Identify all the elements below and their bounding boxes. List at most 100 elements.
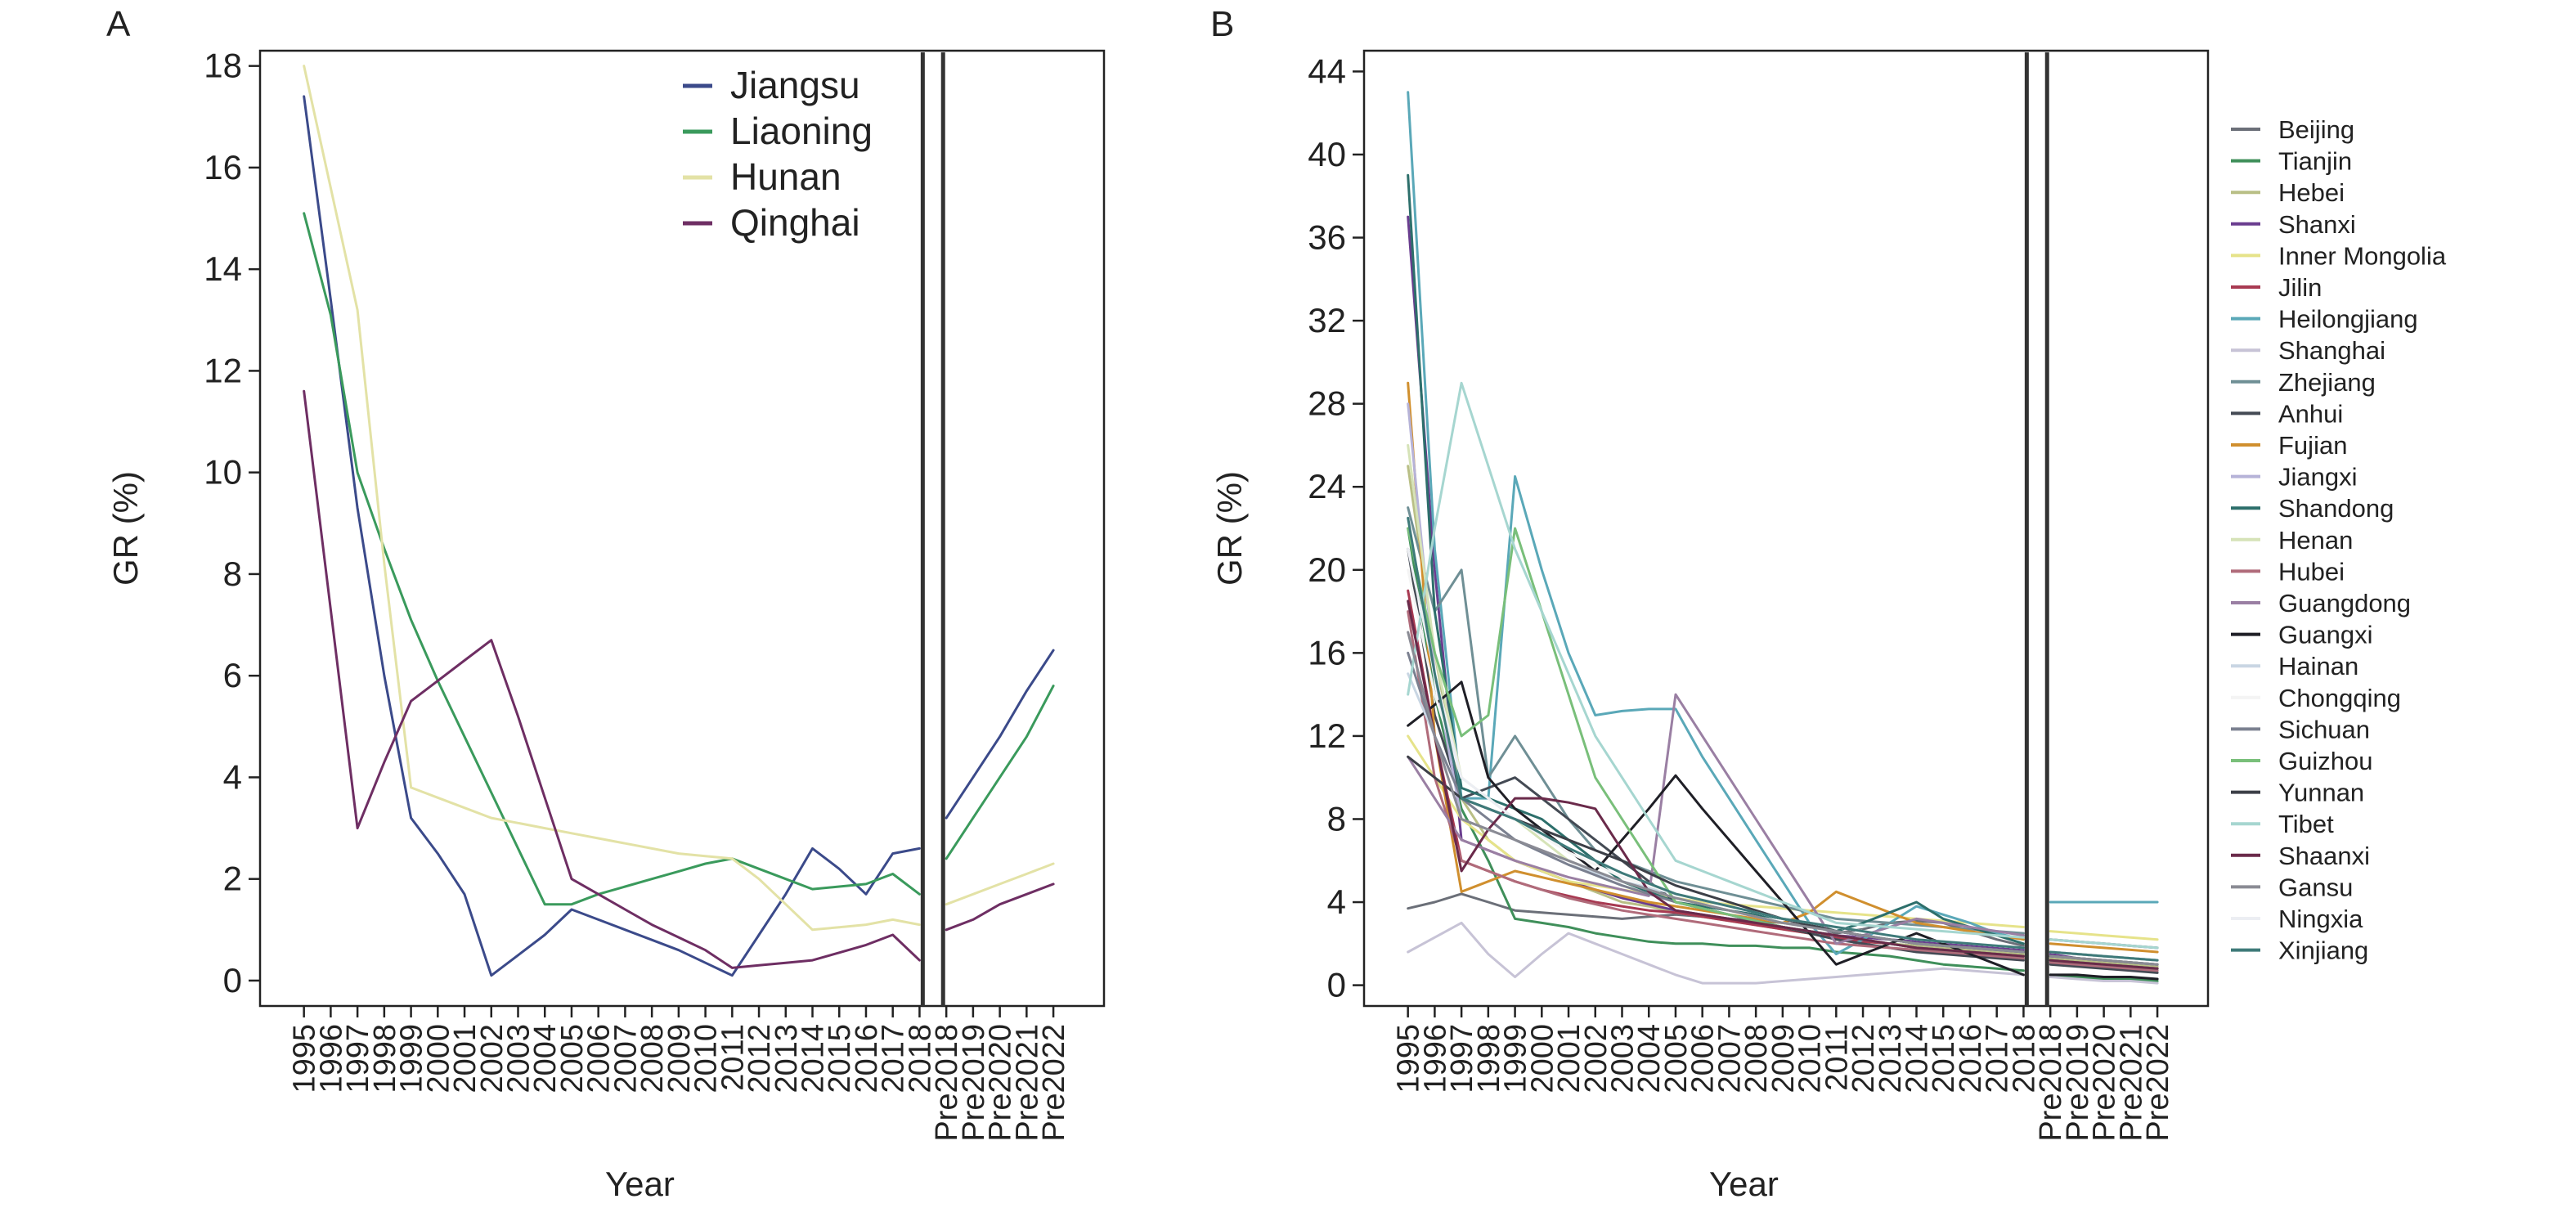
panel-a-series-jiangsu-prediction-line	[945, 649, 1055, 820]
panel-a-x-tick-label: 2017	[877, 1024, 911, 1093]
panel-b-x-tick-label: 2001	[1552, 1024, 1586, 1093]
panel-a-series-hunan-prediction-line	[945, 862, 1055, 906]
panel-b-series-hubei-line	[1407, 610, 2025, 960]
panel-a-x-tick-label: 2001	[448, 1024, 482, 1093]
panel-b-x-tick-label: 2003	[1605, 1024, 1640, 1093]
panel-b-legend-label: Hainan	[2278, 652, 2358, 680]
panel-b-plot-frame	[1362, 49, 2210, 1008]
panel-b-x-tick-label: 2010	[1793, 1024, 1828, 1093]
panel-a-y-tick-label: 18	[204, 47, 242, 85]
panel-b-x-tick-label: 1998	[1472, 1024, 1506, 1093]
panel-a-label: A	[106, 4, 131, 44]
panel-b-legend-label: Shandong	[2278, 494, 2394, 523]
panel-b-series-tianjin-line	[1407, 527, 2025, 972]
panel-a-y-tick-label: 6	[223, 656, 242, 694]
panel-b-y-tick-label: 44	[1308, 52, 1346, 90]
panel-b-series-zhejiang-line	[1407, 506, 2025, 935]
panel-b-legend-label: Shaanxi	[2278, 842, 2370, 870]
panel-b-x-tick-label: 2008	[1739, 1024, 1774, 1093]
panel-b-x-tick-label: 2015	[1927, 1024, 1961, 1093]
panel-a-x-tick-label: 2014	[797, 1024, 831, 1093]
panel-a-x-tick-label: 2007	[608, 1024, 643, 1093]
panel-b-legend-label: Ningxia	[2278, 905, 2363, 933]
panel-a-x-tick-label: Pre2018	[930, 1024, 964, 1142]
panel-b-y-tick-label: 24	[1308, 467, 1346, 505]
panel-b-y-tick-label: 32	[1308, 301, 1346, 339]
panel-b-x-tick-label: 2009	[1766, 1024, 1801, 1093]
panel-b-series-hebei-line	[1407, 465, 2025, 955]
panel-b-legend-label: Anhui	[2278, 399, 2343, 428]
panel-b-legend-label: Zhejiang	[2278, 368, 2376, 397]
panel-a-x-tick-label: Pre2021	[1010, 1024, 1044, 1142]
panel-a-y-tick-label: 12	[204, 351, 242, 389]
panel-b-x-tick-label: 2012	[1847, 1024, 1881, 1093]
panel-b-y-tick-label: 40	[1308, 135, 1346, 173]
panel-b-legend-label: Xinjiang	[2278, 936, 2368, 965]
panel-b-legend-label: Guangdong	[2278, 589, 2411, 617]
panel-b-series-tibet-prediction-line	[2049, 938, 2159, 950]
panel-b-x-tick-label: 2006	[1686, 1024, 1721, 1093]
panel-b-x-tick-label: 2000	[1525, 1024, 1560, 1093]
panel-a-x-tick-label: 2011	[716, 1024, 750, 1091]
panel-b-x-tick-label: 1996	[1418, 1024, 1452, 1093]
panel-a-series-qinghai-prediction-line	[945, 882, 1055, 932]
panel-a-legend-label: Qinghai	[730, 201, 860, 244]
panel-b-series-tianjin-prediction-line	[2049, 973, 2159, 982]
panel-a-y-tick-label: 4	[223, 757, 242, 796]
panel-b-legend-label: Heilongjiang	[2278, 305, 2418, 334]
panel-b-series-hubei-prediction-line	[2049, 961, 2159, 972]
panel-b-series-shaanxi-prediction-line	[2049, 959, 2159, 970]
panel-a-legend-label: Liaoning	[730, 110, 873, 152]
panel-b-series-shaanxi-line	[1407, 600, 2025, 958]
panel-a-y-tick-label: 16	[204, 148, 242, 186]
panel-a-x-tick-label: 1999	[395, 1024, 429, 1093]
panel-b-legend-label: Inner Mongolia	[2278, 241, 2447, 270]
panel-b-x-tick-label: 2016	[1954, 1024, 1988, 1093]
panel-b-series-fujian-prediction-line	[2049, 942, 2159, 954]
panel-b-legend-label: Sichuan	[2278, 715, 2370, 743]
panel-a-x-tick-label: 2016	[850, 1024, 884, 1093]
panel-a-legend-label: Hunan	[730, 155, 841, 198]
panel-b-y-tick-label: 0	[1327, 966, 1346, 1004]
panel-b-x-tick-label: 1999	[1499, 1024, 1533, 1093]
panel-b-x-tick-label: 2007	[1712, 1024, 1747, 1093]
panel-b-legend-label: Hubei	[2278, 557, 2345, 586]
panel-b-x-tick-label: 1995	[1392, 1024, 1426, 1093]
panel-b-x-tick-label: 2011	[1820, 1024, 1854, 1091]
panel-a-x-tick-label: 2003	[501, 1024, 536, 1093]
panel-a-x-tick-label: 2004	[528, 1024, 563, 1093]
panel-a-series-liaoning-line	[303, 212, 921, 906]
panel-a-x-tick-label: 2008	[635, 1024, 670, 1093]
panel-b-series-gansu-prediction-line	[2049, 954, 2159, 966]
panel-a-x-tick-label: 1998	[368, 1024, 402, 1093]
panel-b-legend-label: Henan	[2278, 526, 2353, 555]
panel-b-legend-label: Jilin	[2278, 273, 2322, 302]
panel-b-series-tibet-line	[1407, 381, 2025, 939]
panel-b-x-axis-title: Year	[1709, 1165, 1779, 1203]
panel-b-series-anhui-prediction-line	[2049, 963, 2159, 974]
panel-a-x-tick-label: 1997	[341, 1024, 375, 1093]
panel-a-series-hunan-line	[303, 65, 921, 932]
panel-a-series-jiangsu-line	[303, 95, 921, 977]
panel-a-y-tick-label: 10	[204, 453, 242, 492]
panel-b-series-xinjiang-prediction-line	[2049, 950, 2159, 962]
panel-b-series-jiangxi-line	[1407, 402, 2025, 954]
panel-a-x-tick-label: 1995	[288, 1024, 322, 1093]
panel-b-x-tick-label: 2014	[1901, 1024, 1935, 1093]
panel-b-legend-label: Fujian	[2278, 431, 2347, 460]
panel-a-y-tick-label: 14	[204, 249, 242, 288]
panel-a-x-tick-label: Pre2022	[1037, 1024, 1071, 1142]
panel-a-x-tick-label: 2000	[421, 1024, 456, 1093]
panel-a-series-qinghai-line	[303, 389, 921, 969]
panel-a-x-tick-label: 2018	[903, 1024, 937, 1093]
panel-b-label: B	[1210, 4, 1234, 44]
panel-b-x-tick-label: Pre2020	[2088, 1024, 2122, 1142]
panel-b-y-tick-label: 20	[1308, 550, 1346, 589]
panel-b-x-tick-label: Pre2018	[2034, 1024, 2068, 1142]
panel-b-x-tick-label: 2018	[2007, 1024, 2041, 1093]
panel-b-legend-label: Gansu	[2278, 873, 2353, 901]
panel-b-chart: B 0 4 8 12 16 20 24 28 32 36 40 44 19951996199719981…	[1210, 4, 2447, 1203]
